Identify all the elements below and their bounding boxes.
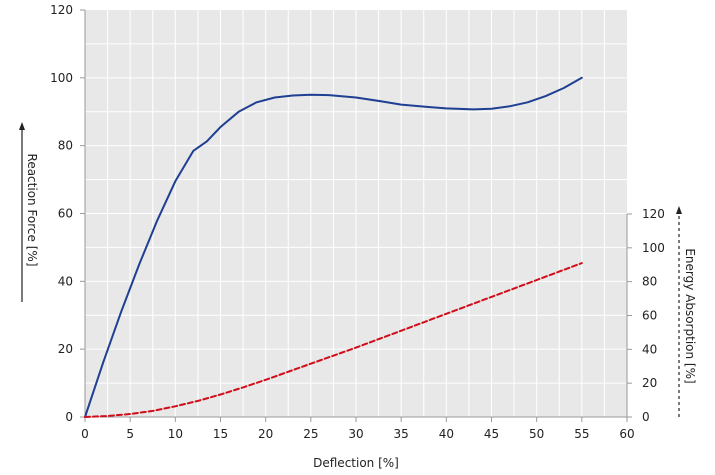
series-lines bbox=[84, 76, 583, 418]
y-right-tick-label: 100 bbox=[642, 241, 665, 255]
y-right-tick-label: 120 bbox=[642, 207, 665, 221]
reaction-force-line bbox=[84, 76, 583, 418]
right-axis-arrow bbox=[676, 206, 682, 417]
y-left-tick-label: 120 bbox=[50, 3, 73, 17]
x-tick-label: 15 bbox=[213, 427, 228, 441]
x-tick-label: 45 bbox=[484, 427, 499, 441]
tick-labels: 0 5 10 15 20 25 30 35 40 45 50 55 60 0 20 40 60 80 100 120 0… bbox=[50, 3, 665, 441]
x-tick-label: 5 bbox=[126, 427, 134, 441]
y-right-tick-label: 60 bbox=[642, 309, 657, 323]
left-axis-arrow bbox=[19, 122, 25, 302]
axes bbox=[80, 9, 632, 422]
x-tick-label: 60 bbox=[619, 427, 634, 441]
x-tick-label: 50 bbox=[529, 427, 544, 441]
right-axis-title-group: Energy Absorption [%] bbox=[683, 248, 697, 383]
y-left-tick-label: 80 bbox=[58, 139, 73, 153]
y-left-tick-label: 60 bbox=[58, 207, 73, 221]
x-tick-label: 0 bbox=[81, 427, 89, 441]
x-tick-label: 35 bbox=[394, 427, 409, 441]
y-right-tick-label: 40 bbox=[642, 342, 657, 356]
x-tick-label: 20 bbox=[258, 427, 273, 441]
energy-absorption-line bbox=[84, 262, 583, 418]
y-right-tick-label: 20 bbox=[642, 376, 657, 390]
left-axis-title-group: Reaction Force [%] bbox=[25, 154, 39, 267]
y-right-tick-label: 0 bbox=[642, 410, 650, 424]
y-axis-right-label: Energy Absorption [%] bbox=[683, 248, 697, 383]
gridlines bbox=[85, 10, 627, 417]
x-tick-label: 40 bbox=[439, 427, 454, 441]
y-right-tick-label: 80 bbox=[642, 275, 657, 289]
left-arrow-head bbox=[19, 122, 25, 130]
y-left-tick-label: 20 bbox=[58, 342, 73, 356]
y-left-tick-label: 40 bbox=[58, 274, 73, 288]
x-tick-label: 10 bbox=[168, 427, 183, 441]
right-arrow-head bbox=[676, 206, 682, 214]
x-tick-label: 30 bbox=[348, 427, 363, 441]
y-left-tick-label: 100 bbox=[50, 71, 73, 85]
x-tick-label: 25 bbox=[303, 427, 318, 441]
x-tick-label: 55 bbox=[574, 427, 589, 441]
y-axis-left-label: Reaction Force [%] bbox=[25, 154, 39, 267]
x-axis-label: Deflection [%] bbox=[313, 456, 399, 470]
y-left-tick-label: 0 bbox=[65, 410, 73, 424]
